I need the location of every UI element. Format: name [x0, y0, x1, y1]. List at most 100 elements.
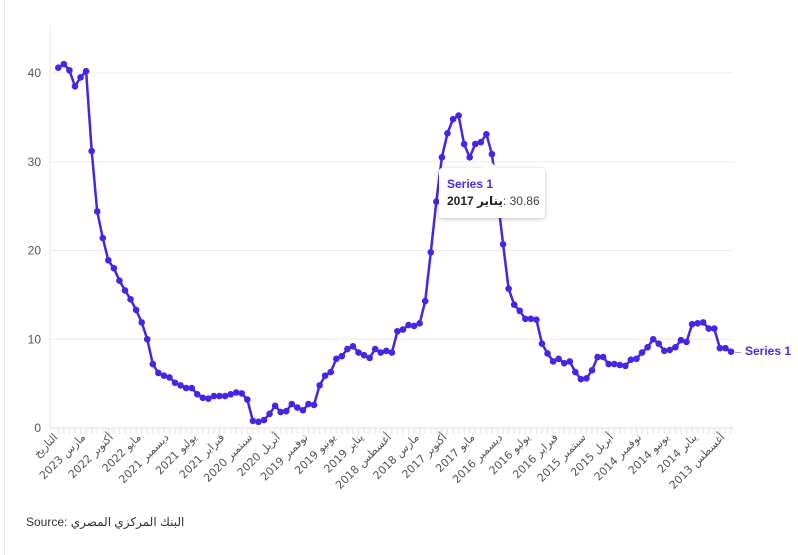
- data-point: [227, 390, 234, 398]
- data-point: [544, 350, 551, 357]
- data-point: [288, 400, 296, 408]
- y-tick-label: 40: [28, 66, 42, 80]
- data-point: [427, 248, 435, 256]
- data-point: [244, 396, 251, 403]
- series-line: [57, 62, 732, 424]
- data-point: [383, 347, 390, 355]
- data-point: [182, 384, 190, 392]
- data-point: [238, 390, 246, 397]
- data-point: [599, 353, 607, 361]
- data-point: [143, 335, 151, 343]
- data-point: [255, 418, 262, 426]
- data-point: [66, 67, 73, 74]
- data-point: [722, 344, 729, 352]
- data-point: [633, 355, 640, 363]
- data-point: [521, 315, 529, 323]
- data-point: [510, 301, 518, 308]
- data-point: [271, 402, 279, 410]
- data-point: [644, 343, 651, 351]
- data-point: [332, 355, 340, 363]
- data-point: [155, 369, 162, 377]
- data-point: [149, 360, 157, 368]
- data-point: [638, 349, 646, 356]
- data-point: [105, 256, 112, 264]
- data-point: [99, 234, 107, 242]
- tooltip-colon: :: [502, 194, 510, 208]
- data-point: [121, 287, 129, 294]
- frame-border: [4, 0, 5, 555]
- data-point: [249, 417, 257, 425]
- y-tick-label: 30: [28, 155, 42, 169]
- data-point: [371, 345, 379, 353]
- data-point: [266, 410, 273, 418]
- data-point: [88, 147, 95, 155]
- data-point: [327, 368, 335, 376]
- data-point: [477, 138, 485, 146]
- data-point: [555, 355, 562, 363]
- data-point: [160, 372, 168, 379]
- data-point: [410, 322, 418, 330]
- data-point: [560, 359, 568, 367]
- data-point: [444, 130, 451, 137]
- tooltip-date: يناير 2017: [447, 194, 503, 208]
- data-point: [683, 338, 690, 346]
- tooltip: Series 1 يناير 2017: 30.86: [439, 161, 545, 218]
- data-point: [527, 315, 535, 323]
- data-point: [688, 320, 696, 328]
- data-point: [116, 277, 123, 284]
- data-point: [455, 112, 462, 119]
- data-point: [421, 297, 429, 305]
- tooltip-series-name: Series 1: [447, 177, 494, 191]
- data-point: [138, 319, 145, 326]
- data-point: [77, 74, 84, 81]
- data-point: [377, 349, 385, 356]
- data-point: [188, 384, 196, 392]
- tooltip-value: 30.86: [509, 194, 540, 208]
- data-point: [694, 319, 701, 327]
- data-point: [360, 351, 368, 359]
- source-note: Source: البنك المركزي المصري: [26, 515, 185, 529]
- data-point: [355, 349, 362, 356]
- data-point: [594, 353, 601, 361]
- data-point: [516, 307, 524, 315]
- data-point: [699, 319, 707, 326]
- data-point: [460, 140, 468, 148]
- data-point: [127, 296, 134, 303]
- data-point: [60, 60, 68, 68]
- y-tick-label: 20: [28, 244, 42, 258]
- data-point: [394, 327, 401, 335]
- data-point: [711, 325, 718, 332]
- data-point: [210, 392, 218, 400]
- data-point: [55, 64, 62, 71]
- data-point: [627, 356, 635, 363]
- data-point: [588, 367, 596, 374]
- data-point: [82, 67, 90, 75]
- data-point: [221, 392, 229, 400]
- data-point: [294, 404, 301, 411]
- data-point: [660, 347, 668, 355]
- data-point: [572, 368, 579, 376]
- data-point: [438, 154, 446, 161]
- data-point: [171, 379, 179, 387]
- data-point: [321, 372, 329, 379]
- data-point: [583, 375, 590, 382]
- data-point: [260, 416, 268, 424]
- data-point: [616, 361, 624, 369]
- data-point: [622, 362, 629, 370]
- data-point: [316, 382, 323, 389]
- data-point: [649, 335, 657, 343]
- data-point: [110, 264, 118, 272]
- data-point: [610, 360, 618, 368]
- data-point: [310, 401, 318, 409]
- data-point: [533, 316, 540, 324]
- data-point: [499, 240, 507, 248]
- data-point: [71, 83, 79, 90]
- data-point: [199, 394, 207, 402]
- data-point: [605, 360, 612, 368]
- data-point: [177, 382, 184, 389]
- data-point: [577, 375, 585, 383]
- data-point: [505, 285, 512, 292]
- data-point: [471, 140, 479, 148]
- data-point: [277, 408, 284, 416]
